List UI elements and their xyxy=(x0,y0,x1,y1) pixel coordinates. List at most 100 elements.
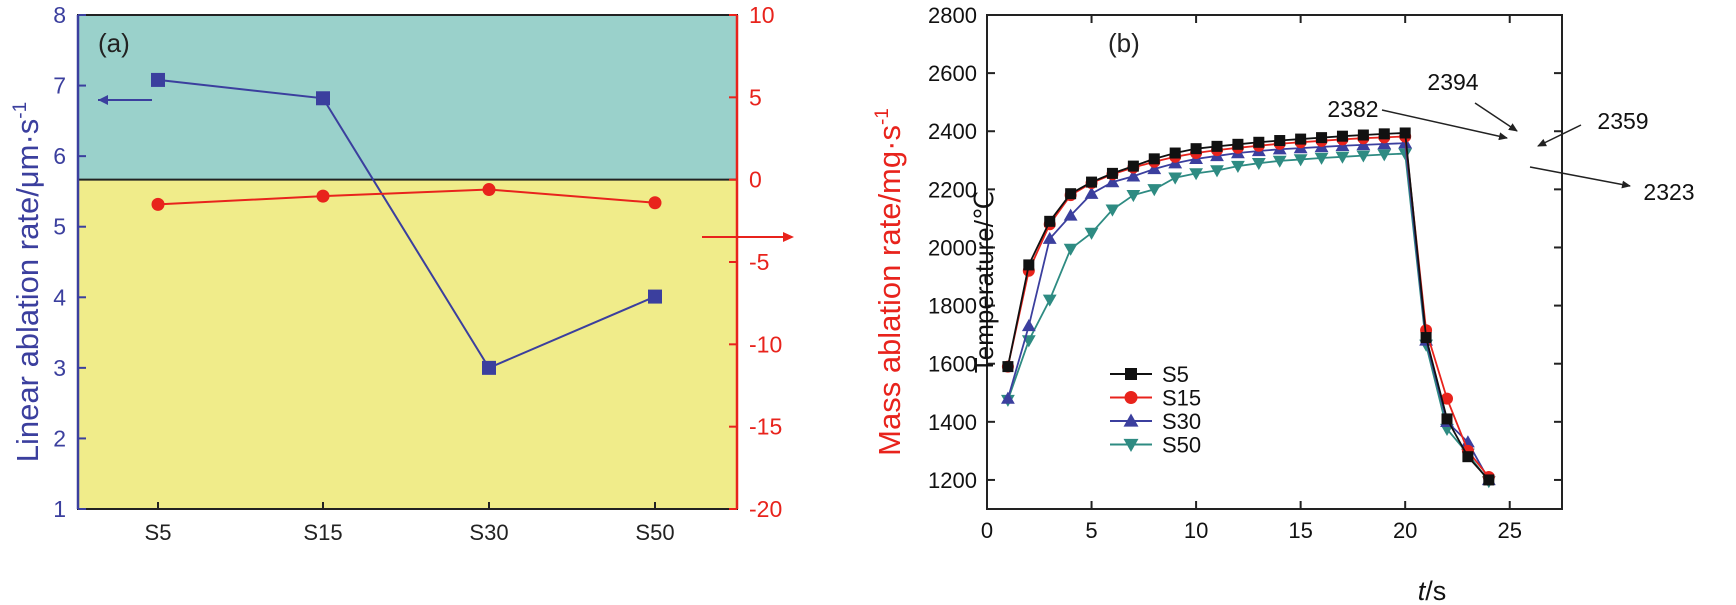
data-point-s50 xyxy=(1084,227,1099,240)
x-axis-tick-label: 20 xyxy=(1393,518,1417,543)
panel-b-x-axis: 0 5 10 15 20 25 xyxy=(981,15,1522,543)
data-point-s50 xyxy=(1063,243,1078,256)
annotation-arrow-2323 xyxy=(1529,166,1631,189)
panel-a-label: (a) xyxy=(98,28,130,58)
x-axis-category-label: S15 xyxy=(303,520,342,545)
data-point-s5 xyxy=(1441,413,1453,425)
legend-label-s50: S50 xyxy=(1162,433,1201,458)
data-point-s5 xyxy=(1462,451,1474,463)
panel-a-x-axis: S5 S15 S30 S50 xyxy=(145,502,675,545)
data-point-s15 xyxy=(1441,392,1453,405)
right-axis-tick-label: -15 xyxy=(749,414,782,440)
right-axis-indicator-arrowhead xyxy=(783,232,794,242)
panel-b-label: (b) xyxy=(1108,28,1140,58)
data-point-s5 xyxy=(1316,132,1328,144)
data-point-s50 xyxy=(1210,165,1224,178)
left-axis-tick-label: 2 xyxy=(53,425,66,451)
panel-b: 1200 1400 1600 1800 2000 2200 2400 2600 2800 0 5 1… xyxy=(928,3,1695,605)
data-point-s30 xyxy=(1147,162,1162,175)
data-point-s50 xyxy=(1231,160,1245,174)
right-axis-tick-label: 0 xyxy=(749,167,762,193)
mass-rate-point xyxy=(316,189,330,203)
data-point-s50 xyxy=(1377,149,1392,162)
panel-a-left-axis: 1 2 3 4 5 6 7 8 xyxy=(53,2,86,522)
annotation-2382: 2382 xyxy=(1327,96,1378,122)
legend-marker-s5 xyxy=(1125,368,1137,380)
y-axis-tick-label: 2000 xyxy=(928,235,977,260)
mass-rate-point xyxy=(151,197,165,211)
x-axis-tick-label: 15 xyxy=(1288,518,1312,543)
legend-marker-s50 xyxy=(1123,438,1139,452)
data-point-s50 xyxy=(1293,154,1308,167)
data-point-s5 xyxy=(1274,135,1286,147)
data-point-s5 xyxy=(1065,188,1077,200)
data-point-s5 xyxy=(1148,153,1160,165)
data-point-s50 xyxy=(1168,172,1183,185)
annotation-2359: 2359 xyxy=(1597,108,1648,134)
data-point-s50 xyxy=(1042,294,1057,307)
left-axis-indicator-arrowhead xyxy=(98,95,108,105)
mass-rate-point xyxy=(482,183,496,197)
data-point-s5 xyxy=(1357,129,1369,141)
panel-a-right-axis: -20 -15 -10 -5 0 5 10 xyxy=(729,2,782,522)
data-point-s50 xyxy=(1189,168,1203,181)
y-axis-tick-label: 1800 xyxy=(928,294,977,319)
data-point-s50 xyxy=(1335,151,1350,164)
x-axis-category-label: S50 xyxy=(635,520,674,545)
data-point-s5 xyxy=(1399,127,1411,139)
data-point-s5 xyxy=(1106,167,1118,179)
panel-a: 1 2 3 4 5 6 7 8 -20 -15 -10 -5 0 5 10 S5 S15 S30 S50 (a)… xyxy=(10,2,907,545)
left-axis-tick-label: 8 xyxy=(53,2,66,28)
data-point-s5 xyxy=(1336,130,1348,142)
data-point-s5 xyxy=(1086,176,1098,188)
panel-b-x-axis-title: t/s xyxy=(1418,576,1447,605)
data-point-s5 xyxy=(1420,332,1432,344)
data-point-s30 xyxy=(1063,208,1078,221)
right-axis-tick-label: -10 xyxy=(749,331,782,357)
panel-b-y-axis-title: Temperature/℃ xyxy=(969,191,999,373)
series-line-s30 xyxy=(1007,142,1490,481)
data-point-s50 xyxy=(1272,155,1287,168)
left-axis-tick-label: 7 xyxy=(53,73,66,99)
data-point-s5 xyxy=(1044,215,1056,227)
data-point-s5 xyxy=(1023,259,1035,271)
annotation-2323: 2323 xyxy=(1643,179,1694,205)
annotation-2394: 2394 xyxy=(1427,69,1478,95)
data-point-s5 xyxy=(1295,133,1307,145)
left-axis-tick-label: 3 xyxy=(53,355,66,381)
linear-rate-point xyxy=(151,72,165,87)
data-point-s50 xyxy=(1314,152,1329,165)
left-axis-tick-label: 1 xyxy=(53,496,66,522)
linear-rate-point xyxy=(316,91,330,106)
legend-label-s30: S30 xyxy=(1162,409,1201,434)
data-point-s5 xyxy=(1253,136,1265,148)
data-point-s50 xyxy=(1251,158,1266,171)
mass-rate-line xyxy=(157,188,656,206)
data-point-s30 xyxy=(1084,186,1099,199)
linear-rate-point xyxy=(648,289,662,304)
series-line-s5 xyxy=(1007,132,1490,481)
right-axis-tick-label: -20 xyxy=(749,496,782,522)
panel-a-bottom-background xyxy=(78,179,737,509)
data-point-s5 xyxy=(1190,143,1202,155)
legend-label-s15: S15 xyxy=(1162,386,1201,411)
data-point-s30 xyxy=(1001,391,1015,404)
x-axis-category-label: S30 xyxy=(469,520,508,545)
left-axis-tick-label: 6 xyxy=(53,143,66,169)
y-axis-tick-label: 2200 xyxy=(928,177,977,202)
x-axis-tick-label: 25 xyxy=(1497,518,1521,543)
data-point-s5 xyxy=(1211,140,1223,152)
linear-rate-point xyxy=(482,360,496,375)
x-axis-category-label: S5 xyxy=(145,520,172,545)
panel-b-frame xyxy=(986,14,1563,510)
x-axis-tick-label: 0 xyxy=(981,518,993,543)
data-point-s30 xyxy=(1021,319,1036,332)
data-point-s50 xyxy=(1147,184,1162,197)
left-axis-tick-label: 5 xyxy=(53,214,66,240)
right-axis-tick-label: 10 xyxy=(749,2,775,28)
y-axis-tick-label: 1200 xyxy=(928,468,977,493)
annotation-arrow-2382 xyxy=(1381,109,1508,141)
x-axis-tick-label: 10 xyxy=(1184,518,1208,543)
